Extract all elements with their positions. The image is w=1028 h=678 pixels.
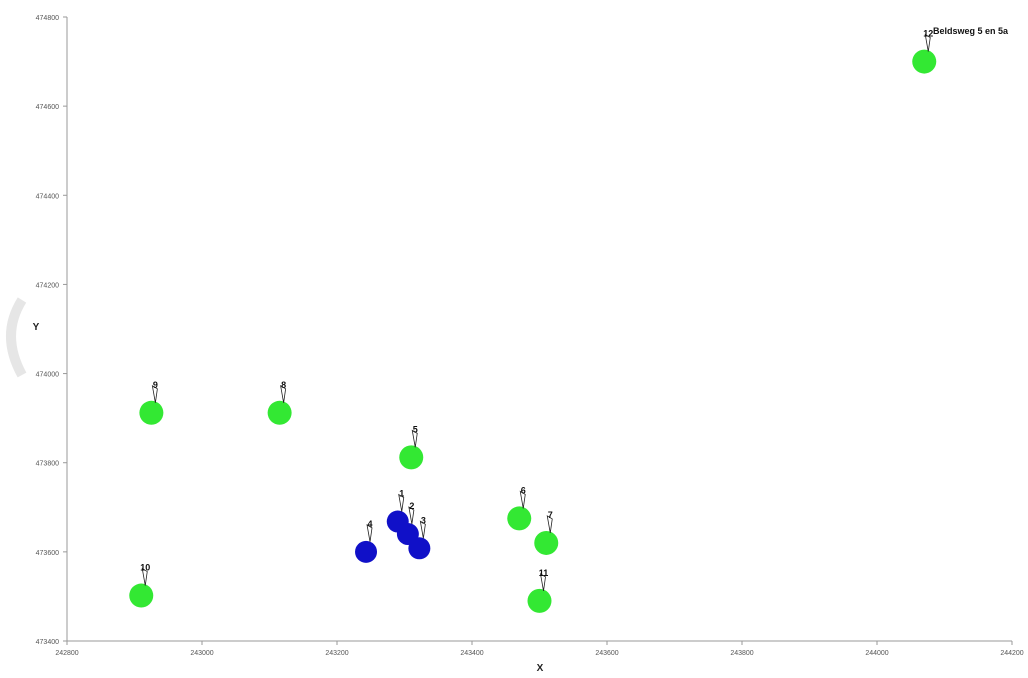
point-leader — [398, 493, 405, 512]
data-point-8: 8 — [267, 380, 292, 425]
point-label: 4 — [368, 519, 373, 529]
point-marker — [355, 540, 378, 563]
axes — [66, 17, 1012, 642]
point-label: 3 — [421, 515, 426, 525]
data-point-4: 4 — [355, 519, 378, 563]
point-marker — [507, 506, 532, 531]
point-leader — [141, 567, 148, 586]
y-tick-label: 474000 — [36, 372, 59, 379]
point-leader — [151, 384, 158, 403]
y-tick-label: 473600 — [36, 550, 59, 557]
point-leader — [280, 384, 287, 403]
x-tick-label: 244200 — [1000, 650, 1023, 657]
point-leader — [408, 506, 415, 525]
y-tick-labels: 474800 474600 474400 474200 474000 473800 4736… — [36, 15, 67, 646]
x-axis-label: X — [537, 663, 544, 673]
point-marker — [527, 588, 552, 613]
y-tick-label: 474200 — [36, 282, 59, 289]
point-marker — [408, 537, 431, 560]
point-leader — [546, 515, 553, 534]
y-axis-label: Y — [33, 322, 40, 333]
point-leader — [366, 524, 373, 542]
point-label: 9 — [153, 380, 158, 390]
y-tick-label: 474400 — [36, 193, 59, 200]
y-tick-label: 473400 — [36, 639, 59, 646]
x-tick-label: 242800 — [55, 650, 78, 657]
y-tick-label: 474600 — [36, 104, 59, 111]
point-label: 12 — [923, 29, 933, 39]
point-label: 11 — [539, 568, 549, 578]
x-tick-label: 243400 — [460, 650, 483, 657]
point-label: 2 — [409, 501, 414, 511]
point-leader — [411, 429, 418, 448]
point-label: 8 — [281, 380, 286, 390]
point-leader — [924, 33, 931, 52]
data-point-9: 9 — [139, 380, 164, 425]
data-point-6: 6 — [507, 485, 532, 531]
x-tick-label: 243000 — [190, 650, 213, 657]
x-tick-label: 243200 — [325, 650, 348, 657]
point-label: 5 — [413, 424, 418, 434]
data-point-5: 5 — [399, 424, 424, 470]
data-point-12: 12 — [912, 29, 937, 74]
x-tick-label: 243800 — [730, 650, 753, 657]
chart-title: Beldsweg 5 en 5a — [933, 26, 1009, 36]
data-point-3: 3 — [408, 515, 431, 560]
point-marker — [912, 49, 937, 74]
point-marker — [534, 530, 559, 555]
x-tick-labels: 242800 243000 243200 243400 243600 243800 2440… — [55, 641, 1024, 657]
point-leader — [419, 520, 426, 539]
point-leader — [539, 573, 546, 591]
point-marker — [129, 583, 154, 608]
point-label: 7 — [548, 510, 553, 520]
point-marker — [267, 400, 292, 425]
x-tick-label: 243600 — [595, 650, 618, 657]
left-edge-shadow — [6, 297, 27, 378]
point-marker — [399, 445, 424, 470]
point-leader — [519, 490, 526, 509]
point-marker — [139, 400, 164, 425]
y-tick-label: 473800 — [36, 461, 59, 468]
data-point-11: 11 — [527, 568, 552, 613]
point-label: 10 — [140, 563, 150, 573]
point-label: 6 — [521, 485, 526, 495]
y-tick-label: 474800 — [36, 15, 59, 22]
data-point-10: 10 — [129, 563, 154, 608]
point-label: 1 — [399, 489, 404, 499]
data-point-7: 7 — [534, 510, 559, 555]
x-tick-label: 244000 — [865, 650, 888, 657]
